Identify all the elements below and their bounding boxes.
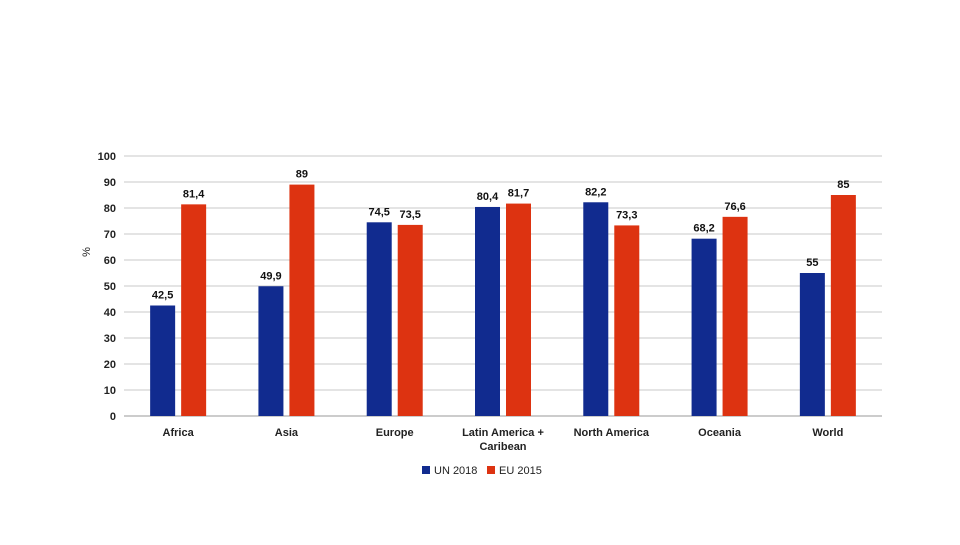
data-label: 81,7 xyxy=(508,188,529,200)
data-label: 73,3 xyxy=(616,209,637,221)
bar-eu-2015 xyxy=(830,195,856,416)
y-axis-ticks: 0 10 20 30 40 50 60 70 80 90 100 xyxy=(98,151,116,423)
category-label: Europe xyxy=(376,427,414,439)
bar-eu-2015 xyxy=(722,216,748,416)
legend-swatch xyxy=(422,466,430,474)
category-label: North America xyxy=(574,427,650,439)
y-tick-label: 90 xyxy=(104,177,116,189)
category-label: Asia xyxy=(275,427,299,439)
legend-label: UN 2018 xyxy=(434,465,477,477)
bar-eu-2015 xyxy=(289,184,315,416)
legend-swatch xyxy=(487,466,495,474)
data-label: 73,5 xyxy=(400,209,421,221)
y-tick-label: 70 xyxy=(104,229,116,241)
category-label: Caribean xyxy=(479,441,526,453)
y-tick-label: 20 xyxy=(104,359,116,371)
y-tick-label: 10 xyxy=(104,385,116,397)
y-tick-label: 40 xyxy=(104,307,116,319)
legend-label: EU 2015 xyxy=(499,465,542,477)
y-tick-label: 60 xyxy=(104,255,116,267)
data-labels: 42,5 81,4 49,9 89 74,5 73,5 80,4 81,7 82,2 73,3 68… xyxy=(152,169,850,302)
category-label: Africa xyxy=(163,427,195,439)
bar-eu-2015 xyxy=(614,225,640,416)
bar-un-2018 xyxy=(150,305,176,416)
bar-un-2018 xyxy=(583,202,609,416)
gridlines xyxy=(124,155,882,417)
data-label: 85 xyxy=(837,179,849,191)
data-label: 81,4 xyxy=(183,188,205,200)
bar-eu-2015 xyxy=(181,204,207,416)
y-tick-label: 80 xyxy=(104,203,116,215)
bar-un-2018 xyxy=(691,238,717,416)
x-axis-categories: Africa Asia Europe Latin America + Caribean N… xyxy=(163,427,844,453)
data-label: 55 xyxy=(806,257,818,269)
legend: UN 2018 EU 2015 xyxy=(422,465,542,477)
data-label: 68,2 xyxy=(693,223,714,235)
data-label: 89 xyxy=(296,169,308,181)
data-label: 80,4 xyxy=(477,191,499,203)
category-label: Latin America + xyxy=(462,427,544,439)
category-label: Oceania xyxy=(698,427,742,439)
bar-eu-2015 xyxy=(397,224,423,416)
y-tick-label: 0 xyxy=(110,411,116,423)
bar-un-2018 xyxy=(799,273,825,416)
y-tick-label: 30 xyxy=(104,333,116,345)
category-label: World xyxy=(812,427,843,439)
y-axis-title: % xyxy=(81,247,93,257)
y-tick-label: 50 xyxy=(104,281,116,293)
data-label: 42,5 xyxy=(152,290,173,302)
data-label: 49,9 xyxy=(260,270,281,282)
data-label: 82,2 xyxy=(585,186,606,198)
bar-un-2018 xyxy=(258,286,284,416)
y-tick-label: 100 xyxy=(98,151,116,163)
data-label: 76,6 xyxy=(724,201,745,213)
bars xyxy=(150,184,856,416)
data-label: 74,5 xyxy=(369,206,390,218)
bar-un-2018 xyxy=(475,206,500,416)
bar-eu-2015 xyxy=(506,203,531,416)
bar-un-2018 xyxy=(366,222,392,416)
